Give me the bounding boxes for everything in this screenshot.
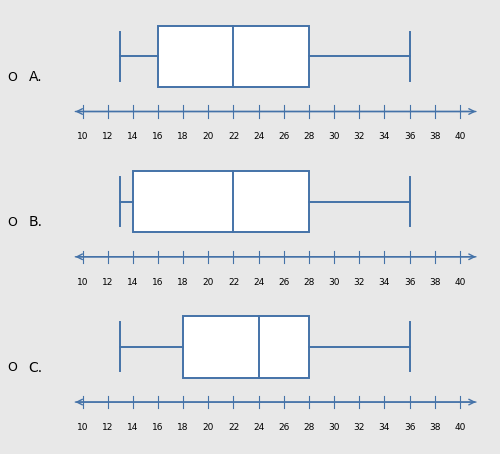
Text: 30: 30 (328, 277, 340, 286)
Text: C.: C. (28, 361, 42, 375)
Text: 32: 32 (354, 277, 365, 286)
Text: 22: 22 (228, 277, 239, 286)
Text: 34: 34 (378, 133, 390, 141)
Text: 36: 36 (404, 277, 415, 286)
Text: 12: 12 (102, 277, 114, 286)
Text: 26: 26 (278, 133, 289, 141)
Text: 38: 38 (429, 133, 440, 141)
Text: 32: 32 (354, 133, 365, 141)
Bar (158, 26, 309, 87)
Text: 14: 14 (127, 277, 138, 286)
Text: 32: 32 (354, 423, 365, 432)
Text: 16: 16 (152, 277, 164, 286)
Text: 18: 18 (178, 133, 189, 141)
Text: O: O (8, 216, 18, 229)
Text: O: O (8, 71, 18, 84)
Text: 38: 38 (429, 277, 440, 286)
Text: 28: 28 (304, 277, 314, 286)
Text: 12: 12 (102, 423, 114, 432)
Text: 10: 10 (77, 423, 88, 432)
Text: 24: 24 (253, 277, 264, 286)
Text: 16: 16 (152, 133, 164, 141)
Text: 10: 10 (77, 133, 88, 141)
Text: 20: 20 (202, 133, 214, 141)
Text: 36: 36 (404, 133, 415, 141)
Text: 18: 18 (178, 277, 189, 286)
Text: 34: 34 (378, 277, 390, 286)
Text: 26: 26 (278, 277, 289, 286)
Text: 12: 12 (102, 133, 114, 141)
Bar (183, 316, 309, 378)
Text: A.: A. (29, 70, 42, 84)
Text: 24: 24 (253, 133, 264, 141)
Text: 14: 14 (127, 423, 138, 432)
Text: 40: 40 (454, 423, 466, 432)
Text: 24: 24 (253, 423, 264, 432)
Text: 22: 22 (228, 133, 239, 141)
Text: 18: 18 (178, 423, 189, 432)
Text: 26: 26 (278, 423, 289, 432)
Text: 30: 30 (328, 133, 340, 141)
Text: 28: 28 (304, 133, 314, 141)
Text: B.: B. (28, 216, 42, 229)
Text: 14: 14 (127, 133, 138, 141)
Text: 22: 22 (228, 423, 239, 432)
Text: 30: 30 (328, 423, 340, 432)
Text: 38: 38 (429, 423, 440, 432)
Text: O: O (8, 361, 18, 374)
Text: 36: 36 (404, 423, 415, 432)
Text: 10: 10 (77, 277, 88, 286)
Text: 34: 34 (378, 423, 390, 432)
Text: 16: 16 (152, 423, 164, 432)
Text: 40: 40 (454, 133, 466, 141)
Text: 28: 28 (304, 423, 314, 432)
Bar (133, 171, 309, 232)
Text: 20: 20 (202, 277, 214, 286)
Text: 20: 20 (202, 423, 214, 432)
Text: 40: 40 (454, 277, 466, 286)
